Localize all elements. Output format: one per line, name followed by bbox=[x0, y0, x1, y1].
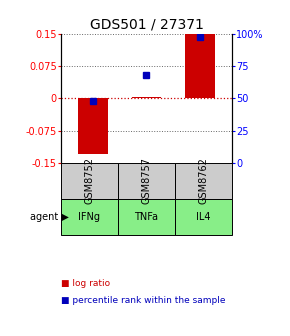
Text: IFNg: IFNg bbox=[78, 212, 100, 222]
Text: TNFa: TNFa bbox=[135, 212, 158, 222]
Bar bbox=[61, 163, 118, 199]
Text: ■ percentile rank within the sample: ■ percentile rank within the sample bbox=[61, 296, 225, 305]
Text: IL4: IL4 bbox=[196, 212, 211, 222]
Bar bbox=[118, 199, 175, 235]
Bar bbox=[185, 34, 215, 98]
Text: ■ log ratio: ■ log ratio bbox=[61, 280, 110, 288]
Bar bbox=[175, 163, 232, 199]
Bar bbox=[118, 163, 175, 199]
Bar bbox=[78, 98, 108, 154]
Bar bbox=[175, 199, 232, 235]
Bar bbox=[61, 199, 118, 235]
Title: GDS501 / 27371: GDS501 / 27371 bbox=[90, 17, 203, 31]
Text: GSM8762: GSM8762 bbox=[198, 158, 209, 204]
Text: GSM8752: GSM8752 bbox=[84, 158, 95, 204]
Bar bbox=[132, 97, 161, 98]
Text: GSM8757: GSM8757 bbox=[142, 158, 151, 204]
Text: agent ▶: agent ▶ bbox=[30, 212, 68, 222]
